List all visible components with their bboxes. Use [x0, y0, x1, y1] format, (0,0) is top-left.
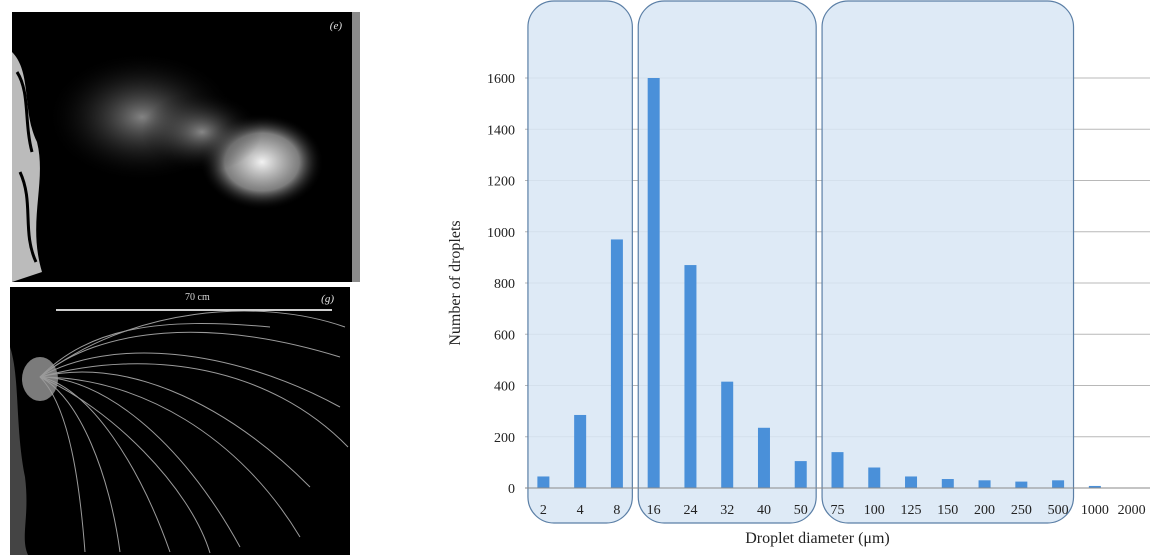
- x-tick-label: 200: [974, 503, 995, 518]
- y-tick-label: 1000: [487, 226, 515, 241]
- x-tick-label: 1000: [1081, 503, 1109, 518]
- bar: [574, 414, 587, 488]
- bar: [757, 427, 770, 488]
- y-tick-label: 600: [494, 328, 515, 343]
- bar: [868, 467, 881, 488]
- highlight-regions: [527, 0, 1075, 524]
- bar: [721, 381, 734, 488]
- panel-g-label: (g): [321, 293, 334, 305]
- x-tick-label: 50: [794, 503, 808, 518]
- droplet-histogram: 0 200 400 600 800 1000 1200 1400 1600 2 4 8 16 24 32 4…: [370, 0, 1157, 558]
- y-tick-label: 0: [508, 482, 515, 497]
- bar: [537, 476, 550, 488]
- bar: [1052, 480, 1065, 488]
- x-tick-label: 32: [720, 503, 734, 518]
- x-axis-title: Droplet diameter (μm): [745, 530, 890, 547]
- y-tick-label: 200: [494, 431, 515, 446]
- bar: [684, 265, 697, 488]
- x-tick-label: 500: [1048, 503, 1069, 518]
- highlight-region: [527, 0, 633, 524]
- x-tick-label: 100: [864, 503, 885, 518]
- scale-bar: [56, 309, 332, 311]
- x-tick-labels: 2 4 8 16 24 32 40 50 75 100 125 150 200 250 500 1000 200…: [540, 503, 1146, 518]
- y-tick-labels: 0 200 400 600 800 1000 1200 1400 1600: [487, 72, 515, 497]
- x-tick-label: 40: [757, 503, 771, 518]
- bar: [831, 452, 844, 488]
- x-tick-label: 150: [937, 503, 958, 518]
- y-tick-label: 400: [494, 380, 515, 395]
- panel-e-label: (e): [329, 20, 342, 32]
- bar: [905, 476, 918, 488]
- photo-panel-e: (e): [12, 12, 360, 282]
- bars: [537, 78, 1101, 488]
- bar: [647, 78, 660, 488]
- highlight-region: [821, 0, 1075, 524]
- photo-panel-g: 70 cm (g): [10, 287, 350, 555]
- x-tick-label: 2: [540, 503, 547, 518]
- x-tick-label: 24: [683, 503, 697, 518]
- bar: [1015, 481, 1028, 488]
- x-tick-label: 75: [831, 503, 845, 518]
- y-axis-title: Number of droplets: [447, 220, 464, 345]
- highlight-region: [637, 0, 817, 524]
- x-tick-label: 8: [613, 503, 620, 518]
- y-tick-label: 1600: [487, 72, 515, 87]
- bar: [941, 479, 954, 488]
- y-tick-label: 1200: [487, 175, 515, 190]
- bar: [610, 239, 623, 488]
- x-tick-label: 250: [1011, 503, 1032, 518]
- x-tick-label: 125: [901, 503, 922, 518]
- x-tick-label: 2000: [1118, 503, 1146, 518]
- bar: [978, 480, 991, 488]
- spray-cloud-image: [12, 12, 360, 282]
- scale-bar-label: 70 cm: [185, 292, 210, 303]
- bar: [1088, 485, 1101, 488]
- bar: [794, 461, 807, 488]
- x-tick-label: 4: [577, 503, 584, 518]
- y-tick-label: 1400: [487, 123, 515, 138]
- droplet-trajectories-image: [10, 310, 349, 555]
- x-tick-label: 16: [647, 503, 661, 518]
- y-tick-label: 800: [494, 277, 515, 292]
